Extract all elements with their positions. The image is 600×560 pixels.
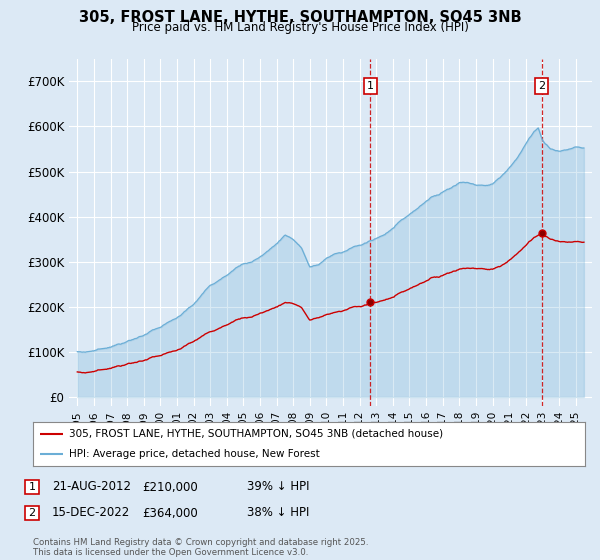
Text: 15-DEC-2022: 15-DEC-2022 xyxy=(52,506,130,520)
FancyBboxPatch shape xyxy=(25,480,39,494)
Text: £364,000: £364,000 xyxy=(142,506,198,520)
Text: 2: 2 xyxy=(538,81,545,91)
Text: Price paid vs. HM Land Registry's House Price Index (HPI): Price paid vs. HM Land Registry's House … xyxy=(131,21,469,34)
Text: 39% ↓ HPI: 39% ↓ HPI xyxy=(247,480,310,493)
FancyBboxPatch shape xyxy=(25,506,39,520)
Text: HPI: Average price, detached house, New Forest: HPI: Average price, detached house, New … xyxy=(69,449,320,459)
Text: Contains HM Land Registry data © Crown copyright and database right 2025.
This d: Contains HM Land Registry data © Crown c… xyxy=(33,538,368,557)
Text: 2: 2 xyxy=(28,508,35,518)
Text: 1: 1 xyxy=(29,482,35,492)
Text: 305, FROST LANE, HYTHE, SOUTHAMPTON, SO45 3NB (detached house): 305, FROST LANE, HYTHE, SOUTHAMPTON, SO4… xyxy=(69,429,443,439)
Text: 21-AUG-2012: 21-AUG-2012 xyxy=(52,480,131,493)
Text: £210,000: £210,000 xyxy=(142,480,198,493)
Text: 38% ↓ HPI: 38% ↓ HPI xyxy=(247,506,310,520)
Text: 305, FROST LANE, HYTHE, SOUTHAMPTON, SO45 3NB: 305, FROST LANE, HYTHE, SOUTHAMPTON, SO4… xyxy=(79,10,521,25)
Text: 1: 1 xyxy=(367,81,374,91)
